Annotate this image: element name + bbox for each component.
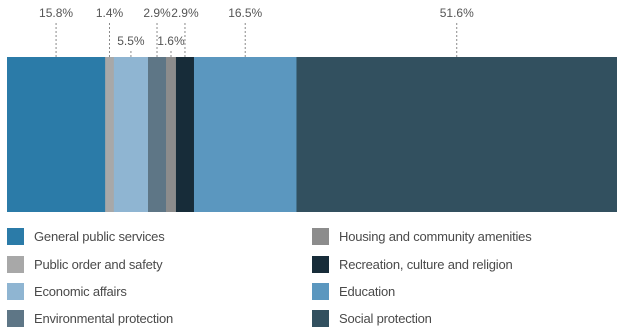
legend-swatch (312, 227, 329, 245)
legend-label: Education (339, 283, 396, 299)
legend-swatch (7, 255, 24, 273)
legend-item-housing-and-community-amenities: Housing and community amenities (312, 225, 532, 247)
data-label-social-protection: 51.6% (440, 6, 474, 20)
data-label-recreation-culture-and-religion: 2.9% (171, 6, 199, 20)
bar-segment-general-public-services (7, 57, 106, 212)
legend-item-education: Education (312, 280, 395, 302)
legend-swatch (7, 282, 24, 300)
legend-swatch (312, 282, 329, 300)
bar-segment-environmental-protection (148, 57, 167, 212)
legend-label: Public order and safety (34, 256, 163, 272)
bar-segment-public-order-and-safety (105, 57, 115, 212)
bar-segments (7, 57, 617, 212)
data-label-economic-affairs: 5.5% (117, 34, 145, 48)
bar-segment-economic-affairs (113, 57, 149, 212)
data-label-housing-and-community-amenities: 1.6% (157, 34, 185, 48)
legend-item-recreation-culture-and-religion: Recreation, culture and religion (312, 253, 513, 275)
percentage-labels: 15.8% 1.4% 5.5% 2.9% 1.6% 2.9% 16.5% 51.6% (39, 6, 474, 48)
data-label-general-public-services: 15.8% (39, 6, 73, 20)
legend-label: Housing and community amenities (339, 228, 532, 244)
bar-segment-housing-and-community-amenities (166, 57, 177, 212)
legend-label: Environmental protection (34, 310, 173, 326)
data-label-education: 16.5% (228, 6, 262, 20)
legend-swatch (312, 255, 329, 273)
data-label-environmental-protection: 2.9% (143, 6, 171, 20)
bar-segment-education (193, 57, 297, 212)
data-label-public-order-and-safety: 1.4% (96, 6, 124, 20)
legend-item-public-order-and-safety: Public order and safety (7, 253, 163, 275)
legend-swatch (7, 309, 24, 327)
legend-swatch (7, 227, 24, 245)
legend-item-economic-affairs: Economic affairs (7, 280, 127, 302)
legend-label: Recreation, culture and religion (339, 256, 513, 272)
legend-swatch (312, 309, 329, 327)
legend-item-general-public-services: General public services (7, 225, 165, 247)
legend-item-environmental-protection: Environmental protection (7, 307, 173, 329)
legend-label: General public services (34, 228, 165, 244)
bar-segment-social-protection (296, 57, 617, 212)
stacked-bar-chart: 15.8% 1.4% 5.5% 2.9% 1.6% 2.9% 16.5% 51.6% (7, 6, 617, 212)
leader-lines (55, 23, 458, 57)
legend-label: Social protection (339, 310, 432, 326)
bar-segment-recreation-culture-and-religion (175, 57, 195, 212)
legend: General public services Public order and … (0, 221, 617, 328)
legend-label: Economic affairs (34, 283, 127, 299)
legend-item-social-protection: Social protection (312, 307, 432, 329)
